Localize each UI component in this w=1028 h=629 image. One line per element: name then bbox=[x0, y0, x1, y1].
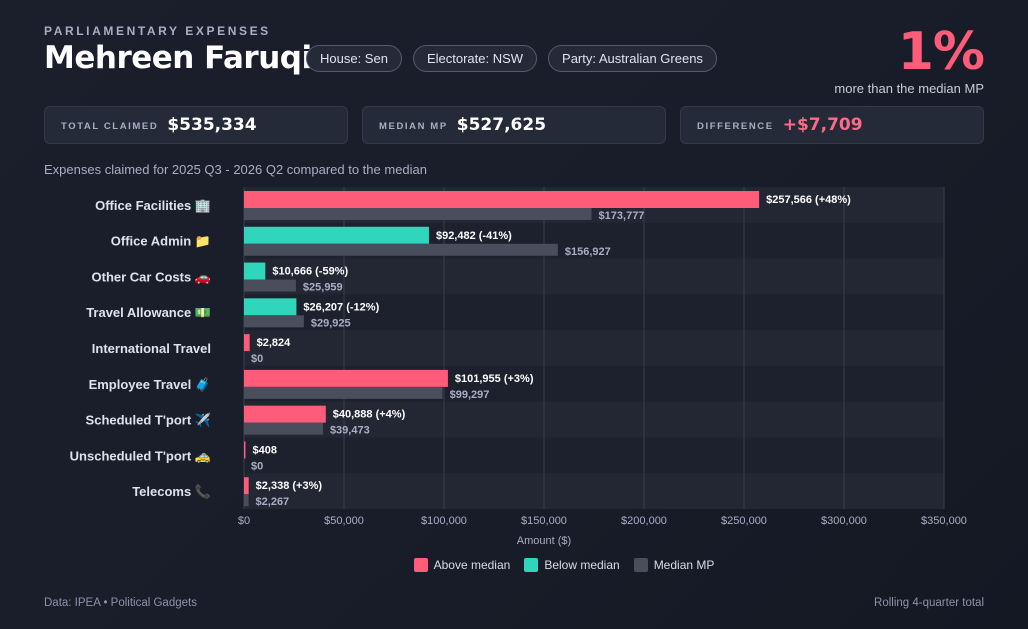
legend-above-label: Above median bbox=[433, 558, 511, 572]
median-bar bbox=[244, 494, 249, 507]
legend-median: Median MP bbox=[633, 558, 715, 572]
difference-label: DIFFERENCE bbox=[697, 121, 774, 132]
y-category-label: Telecoms 📞 bbox=[132, 483, 212, 499]
x-tick-label: $50,000 bbox=[324, 515, 364, 527]
claimed-bar bbox=[244, 477, 249, 495]
claimed-bar bbox=[244, 334, 250, 352]
page-kicker: PARLIAMENTARY EXPENSES bbox=[44, 24, 271, 38]
y-category-label: Office Admin 📁 bbox=[111, 234, 211, 249]
x-axis-label: Amount ($) bbox=[517, 535, 571, 547]
difference-card: DIFFERENCE +$7,709 bbox=[680, 106, 984, 144]
mp-tags: House: Sen Electorate: NSW Party: Austra… bbox=[306, 45, 717, 72]
median-value-label: $39,473 bbox=[330, 425, 370, 437]
chart-subtitle: Expenses claimed for 2025 Q3 - 2026 Q2 c… bbox=[44, 162, 427, 177]
claimed-value-label: $101,955 (+3%) bbox=[455, 373, 534, 385]
y-category-label: Unscheduled T'port 🚕 bbox=[70, 448, 211, 463]
y-category-label: International Travel bbox=[92, 341, 211, 356]
claimed-bar bbox=[244, 369, 448, 387]
median-value-label: $0 bbox=[251, 460, 263, 472]
x-tick-label: $150,000 bbox=[521, 515, 567, 527]
x-tick-label: $200,000 bbox=[621, 515, 667, 527]
headline-caption: more than the median MP bbox=[834, 81, 984, 96]
median-mp-label: MEDIAN MP bbox=[379, 121, 448, 132]
difference-value: +$7,709 bbox=[782, 115, 863, 135]
claimed-value-label: $40,888 (+4%) bbox=[333, 409, 406, 421]
y-category-label: Scheduled T'port ✈️ bbox=[86, 412, 211, 428]
legend-below-label: Below median bbox=[544, 558, 620, 572]
claimed-value-label: $92,482 (-41%) bbox=[436, 230, 512, 242]
median-value-label: $99,297 bbox=[450, 389, 490, 401]
x-tick-label: $250,000 bbox=[721, 515, 767, 527]
legend-above: Above median bbox=[413, 558, 511, 572]
claimed-bar bbox=[244, 441, 246, 459]
median-bar bbox=[244, 315, 304, 328]
y-category-label: Office Facilities 🏢 bbox=[95, 198, 211, 213]
y-category-label: Other Car Costs 🚗 bbox=[92, 269, 212, 284]
claimed-bar bbox=[244, 226, 429, 244]
plot-row-band bbox=[244, 294, 944, 331]
claimed-value-label: $26,207 (-12%) bbox=[303, 301, 379, 313]
claimed-value-label: $257,566 (+48%) bbox=[766, 194, 851, 206]
median-mp-card: MEDIAN MP $527,625 bbox=[362, 106, 666, 144]
claimed-bar bbox=[244, 405, 326, 423]
period-note: Rolling 4-quarter total bbox=[874, 597, 984, 609]
claimed-value-label: $2,824 bbox=[257, 337, 292, 349]
median-bar bbox=[244, 243, 558, 256]
plot-row-band bbox=[244, 437, 944, 474]
median-value-label: $156,927 bbox=[565, 246, 611, 258]
median-bar bbox=[244, 279, 296, 292]
median-bar bbox=[244, 422, 323, 435]
mp-name: Mehreen Faruqi bbox=[44, 40, 312, 76]
total-claimed-label: TOTAL CLAIMED bbox=[61, 121, 159, 132]
claimed-bar bbox=[244, 262, 266, 280]
median-mp-value: $527,625 bbox=[456, 115, 547, 135]
total-claimed-card: TOTAL CLAIMED $535,334 bbox=[44, 106, 348, 144]
y-category-label: Travel Allowance 💵 bbox=[86, 305, 211, 320]
legend-above-swatch bbox=[413, 558, 428, 572]
data-source: Data: IPEA • Political Gadgets bbox=[44, 597, 197, 609]
x-tick-label: $100,000 bbox=[421, 515, 467, 527]
legend-below: Below median bbox=[524, 558, 620, 572]
claimed-bar bbox=[244, 191, 760, 208]
median-bar bbox=[244, 386, 443, 399]
claimed-value-label: $408 bbox=[253, 444, 277, 456]
x-tick-label: $300,000 bbox=[821, 515, 867, 527]
legend-below-swatch bbox=[524, 558, 539, 572]
claimed-bar bbox=[244, 298, 297, 316]
headline-percentage: 1% bbox=[897, 22, 985, 82]
median-value-label: $2,267 bbox=[256, 496, 290, 508]
chart-legend: Above median Below median Median MP bbox=[0, 558, 1028, 572]
y-category-label: Employee Travel 🧳 bbox=[89, 377, 211, 392]
claimed-value-label: $2,338 (+3%) bbox=[256, 480, 323, 492]
house-pill: House: Sen bbox=[306, 45, 402, 72]
electorate-pill: Electorate: NSW bbox=[412, 45, 538, 72]
legend-median-label: Median MP bbox=[653, 558, 715, 572]
party-pill: Party: Australian Greens bbox=[548, 45, 717, 72]
x-tick-label: $350,000 bbox=[921, 515, 967, 527]
total-claimed-value: $535,334 bbox=[167, 115, 257, 135]
median-bar bbox=[244, 208, 592, 220]
median-value-label: $29,925 bbox=[311, 317, 351, 329]
median-value-label: $173,777 bbox=[599, 210, 645, 222]
x-tick-label: $0 bbox=[238, 515, 250, 527]
median-value-label: $0 bbox=[251, 353, 263, 365]
median-value-label: $25,959 bbox=[303, 282, 343, 294]
legend-median-swatch bbox=[633, 558, 648, 572]
claimed-value-label: $10,666 (-59%) bbox=[272, 266, 348, 278]
